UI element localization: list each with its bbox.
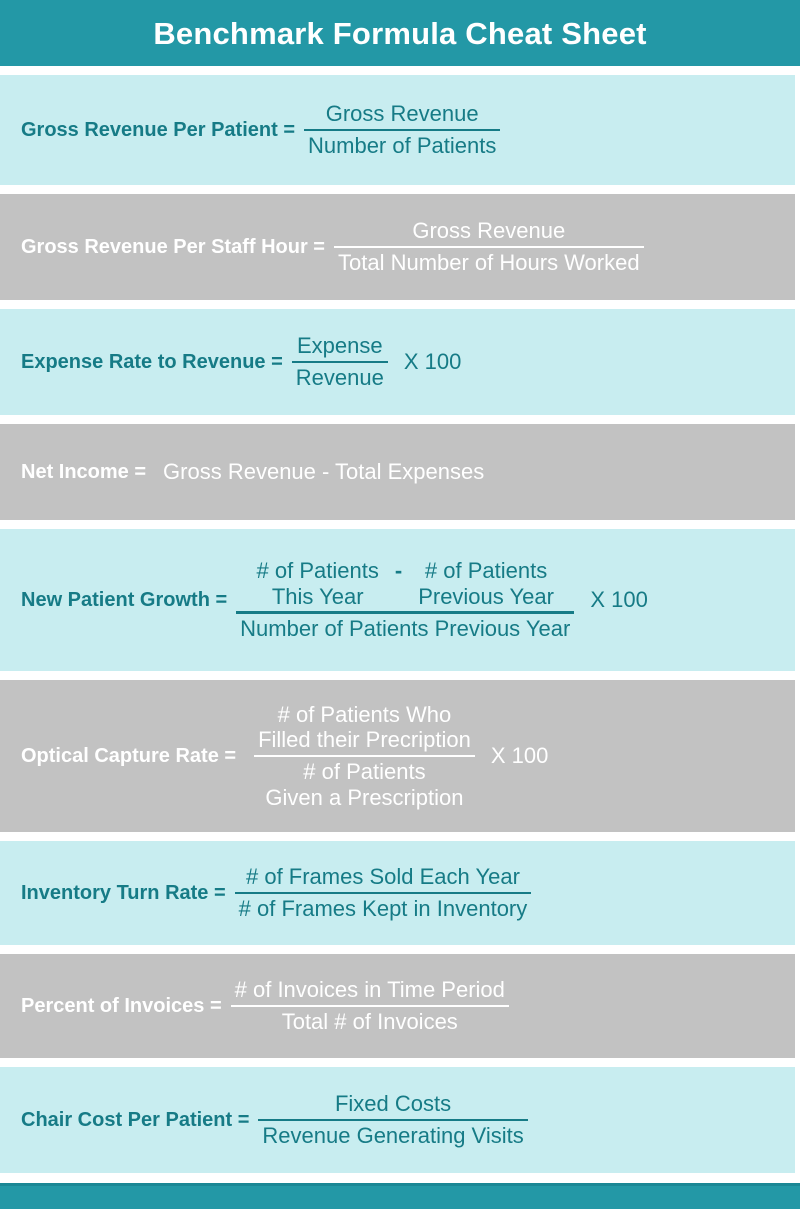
fraction-numerator: # of Patients This Year - # of Patients …	[253, 558, 558, 609]
formula-expression: Gross Revenue - Total Expenses	[155, 459, 484, 485]
fraction-bar	[254, 755, 475, 757]
fraction-bar	[333, 246, 644, 248]
formula-label: Optical Capture Rate =	[21, 744, 237, 767]
fraction: # of Frames Sold Each Year # of Frames K…	[234, 864, 532, 921]
fraction-numerator: # of Frames Sold Each Year	[245, 864, 520, 890]
fraction: Gross Revenue Number of Patients	[304, 101, 501, 158]
fraction: # of Patients This Year - # of Patients …	[236, 558, 575, 642]
numerator-term-right-line2: Previous Year	[418, 583, 554, 609]
formula-row-optical-capture-rate: Optical Capture Rate = # of Patients Who…	[0, 680, 795, 832]
formula-label: Percent of Invoices =	[21, 994, 222, 1017]
formula-multiplier: X 100	[490, 743, 549, 768]
formula-expression: # of Frames Sold Each Year # of Frames K…	[234, 864, 532, 921]
fraction-numerator-line1: # of Patients Who	[277, 701, 452, 727]
formula-expression: # of Invoices in Time Period Total # of …	[230, 977, 509, 1034]
formula-expression: # of Patients This Year - # of Patients …	[236, 558, 648, 642]
formula-row-net-income: Net Income = Gross Revenue - Total Expen…	[0, 424, 795, 520]
formula-label: Net Income =	[21, 460, 147, 483]
fraction-denominator: # of Frames Kept in Inventory	[238, 896, 528, 921]
fraction-denominator-line1: # of Patients	[303, 759, 426, 784]
fraction-numerator-line2: Filled their Precription	[258, 727, 471, 753]
formula-row-gross-revenue-per-staff-hour: Gross Revenue Per Staff Hour = Gross Rev…	[0, 194, 795, 300]
fraction-numerator: Expense	[297, 333, 383, 359]
fraction: Fixed Costs Revenue Generating Visits	[258, 1091, 528, 1148]
fraction-denominator: # of Patients Given a Prescription	[261, 759, 467, 810]
numerator-term-left-line2: This Year	[271, 583, 364, 609]
header-bar: Benchmark Formula Cheat Sheet	[0, 0, 800, 66]
formula-label: Gross Revenue Per Staff Hour =	[21, 235, 325, 258]
fraction-numerator: # of Patients Who Filled their Precripti…	[254, 702, 475, 753]
formula-label: Expense Rate to Revenue =	[21, 350, 283, 373]
formula-label: New Patient Growth =	[21, 588, 228, 611]
formula-row-expense-rate-to-revenue: Expense Rate to Revenue = Expense Revenu…	[0, 309, 795, 415]
fraction: # of Patients Who Filled their Precripti…	[254, 702, 475, 810]
fraction-bar	[258, 1119, 528, 1121]
formula-row-chair-cost-per-patient: Chair Cost Per Patient = Fixed Costs Rev…	[0, 1067, 795, 1173]
fraction-denominator: Total # of Invoices	[281, 1009, 458, 1034]
formula-expression: Gross Revenue Number of Patients	[304, 101, 501, 158]
fraction-bar	[236, 611, 575, 615]
fraction-numerator: Gross Revenue	[325, 101, 479, 127]
formula-row-percent-of-invoices: Percent of Invoices = # of Invoices in T…	[0, 954, 795, 1058]
numerator-term-left-line1: # of Patients	[256, 558, 379, 584]
minus-operator: -	[394, 558, 403, 584]
numerator-term-left: # of Patients This Year	[257, 558, 379, 609]
numerator-term-right: # of Patients Previous Year	[418, 558, 554, 609]
fraction-denominator-line2: Given a Prescription	[265, 784, 464, 810]
footer-bar	[0, 1183, 800, 1209]
fraction-bar	[304, 129, 501, 131]
fraction-denominator: Revenue	[295, 365, 384, 390]
formula-rows: Gross Revenue Per Patient = Gross Revenu…	[0, 66, 800, 1183]
formula-multiplier: X 100	[590, 586, 648, 612]
formula-row-gross-revenue-per-patient: Gross Revenue Per Patient = Gross Revenu…	[0, 75, 795, 185]
formula-plain-expression: Gross Revenue - Total Expenses	[163, 459, 485, 484]
formula-row-new-patient-growth: New Patient Growth = # of Patients This …	[0, 529, 795, 671]
fraction-denominator: Number of Patients Previous Year	[240, 616, 571, 642]
fraction-bar	[230, 1005, 509, 1007]
fraction-numerator: # of Invoices in Time Period	[234, 977, 505, 1003]
formula-label: Gross Revenue Per Patient =	[21, 118, 296, 141]
formula-expression: # of Patients Who Filled their Precripti…	[254, 702, 548, 810]
formula-expression: Fixed Costs Revenue Generating Visits	[258, 1091, 528, 1148]
formula-label: Chair Cost Per Patient =	[21, 1108, 250, 1131]
formula-row-inventory-turn-rate: Inventory Turn Rate = # of Frames Sold E…	[0, 841, 795, 945]
fraction-denominator: Revenue Generating Visits	[262, 1123, 524, 1148]
page-title: Benchmark Formula Cheat Sheet	[153, 15, 647, 51]
fraction: # of Invoices in Time Period Total # of …	[230, 977, 509, 1034]
fraction-numerator: Gross Revenue	[412, 218, 566, 244]
formula-label: Inventory Turn Rate =	[21, 881, 226, 904]
fraction-numerator: Fixed Costs	[334, 1091, 452, 1117]
formula-expression: Gross Revenue Total Number of Hours Work…	[333, 218, 644, 275]
fraction-bar	[234, 892, 532, 894]
numerator-term-right-line1: # of Patients	[424, 558, 548, 584]
formula-multiplier: X 100	[403, 349, 462, 374]
fraction-denominator: Number of Patients	[308, 133, 497, 158]
fraction-bar	[291, 361, 388, 363]
fraction: Expense Revenue	[291, 333, 388, 390]
fraction: Gross Revenue Total Number of Hours Work…	[333, 218, 644, 275]
formula-expression: Expense Revenue X 100	[291, 333, 462, 390]
fraction-denominator: Total Number of Hours Worked	[337, 250, 640, 275]
